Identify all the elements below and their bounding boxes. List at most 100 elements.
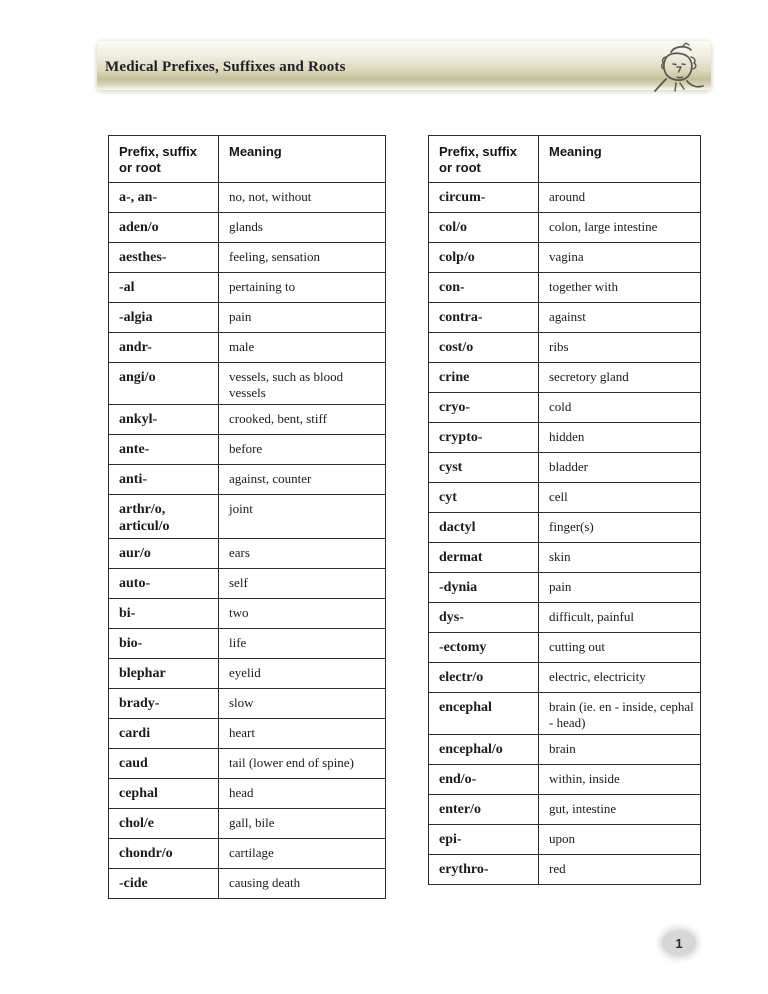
term-cell: cardi — [108, 717, 219, 749]
term-cell: circum- — [428, 182, 539, 213]
table-row: auto-self — [108, 567, 386, 599]
table-row: angi/o vessels, such as blood vessels — [108, 362, 386, 405]
term-cell: erythro- — [428, 853, 539, 885]
meaning-cell: feeling, sensation — [218, 242, 386, 273]
meaning-cell: two — [218, 597, 386, 629]
table-row: -algia pain — [108, 302, 386, 333]
term-cell: -dynia — [428, 572, 539, 603]
table-row: a-, an-no, not, without — [108, 182, 386, 213]
meaning-cell: self — [218, 567, 386, 599]
meaning-cell: secretory gland — [538, 362, 701, 393]
meaning-cell: vagina — [538, 242, 701, 273]
term-cell: caud — [108, 747, 219, 779]
meaning-cell: colon, large intestine — [538, 212, 701, 243]
table-row: encephal brain (ie. en - inside, cephal -… — [428, 692, 701, 735]
table-row: epi-upon — [428, 823, 701, 855]
term-cell: aden/o — [108, 212, 219, 243]
meaning-cell: bladder — [538, 452, 701, 483]
table-row: circum-around — [428, 182, 701, 213]
meaning-cell: cell — [538, 482, 701, 513]
meaning-cell: slow — [218, 687, 386, 719]
term-cell: bio- — [108, 627, 219, 659]
term-cell: dactyl — [428, 512, 539, 543]
table-row: aden/o glands — [108, 212, 386, 243]
term-cell: -algia — [108, 302, 219, 333]
meaning-cell: glands — [218, 212, 386, 243]
meaning-cell: electric, electricity — [538, 662, 701, 693]
table-row: cost/o ribs — [428, 332, 701, 363]
column-header-term: Prefix, suffix or root — [428, 135, 539, 183]
term-cell: cost/o — [428, 332, 539, 363]
meaning-cell: vessels, such as blood vessels — [218, 362, 386, 405]
meaning-cell: joint — [218, 493, 386, 539]
table-row: arthr/o, articul/o joint — [108, 493, 386, 539]
table-header-row: Prefix, suffix or root Meaning — [108, 135, 386, 183]
term-cell: aesthes- — [108, 242, 219, 273]
table-row: crine secretory gland — [428, 362, 701, 393]
term-cell: aur/o — [108, 537, 219, 569]
meaning-cell: pain — [538, 572, 701, 603]
term-cell: ante- — [108, 433, 219, 465]
page-number: 1 — [675, 935, 683, 951]
meaning-cell: tail (lower end of spine) — [218, 747, 386, 779]
table-row: aesthes-feeling, sensation — [108, 242, 386, 273]
term-cell: crypto- — [428, 422, 539, 453]
term-cell: cyst — [428, 452, 539, 483]
meaning-cell: around — [538, 182, 701, 213]
meaning-cell: against, counter — [218, 463, 386, 495]
meaning-cell: red — [538, 853, 701, 885]
meaning-cell: brain — [538, 733, 701, 765]
table-row: -dynia pain — [428, 572, 701, 603]
sketched-person-face-icon — [654, 42, 704, 92]
table-row: dactyl finger(s) — [428, 512, 701, 543]
header-banner: Medical Prefixes, Suffixes and Roots — [97, 41, 711, 90]
term-cell: chondr/o — [108, 837, 219, 869]
meaning-cell: causing death — [218, 867, 386, 899]
term-cell: col/o — [428, 212, 539, 243]
prefix-table-right: Prefix, suffix or root Meaning circum-ar… — [428, 135, 701, 885]
meaning-cell: gut, intestine — [538, 793, 701, 825]
meaning-cell: before — [218, 433, 386, 465]
table-row: brady-slow — [108, 687, 386, 719]
term-cell: cryo- — [428, 392, 539, 423]
table-row: cephal head — [108, 777, 386, 809]
table-row: caud tail (lower end of spine) — [108, 747, 386, 779]
meaning-cell: head — [218, 777, 386, 809]
term-cell: electr/o — [428, 662, 539, 693]
term-cell: enter/o — [428, 793, 539, 825]
table-row: electr/o electric, electricity — [428, 662, 701, 693]
table-row: chondr/o cartilage — [108, 837, 386, 869]
term-cell: encephal — [428, 692, 539, 735]
term-cell: ankyl- — [108, 403, 219, 435]
term-cell: arthr/o, articul/o — [108, 493, 219, 539]
table-row: cyst bladder — [428, 452, 701, 483]
table-row: end/o-within, inside — [428, 763, 701, 795]
meaning-cell: skin — [538, 542, 701, 573]
meaning-cell: against — [538, 302, 701, 333]
term-cell: auto- — [108, 567, 219, 599]
term-cell: andr- — [108, 332, 219, 363]
table-row: cyt cell — [428, 482, 701, 513]
meaning-cell: within, inside — [538, 763, 701, 795]
term-cell: anti- — [108, 463, 219, 495]
term-cell: bi- — [108, 597, 219, 629]
term-cell: a-, an- — [108, 182, 219, 213]
table-row: enter/o gut, intestine — [428, 793, 701, 825]
table-row: bi-two — [108, 597, 386, 629]
term-cell: dys- — [428, 602, 539, 633]
table-row: aur/o ears — [108, 537, 386, 569]
prefix-table-left: Prefix, suffix or root Meaning a-, an-no… — [108, 135, 386, 899]
meaning-cell: together with — [538, 272, 701, 303]
table-row: colp/o vagina — [428, 242, 701, 273]
meaning-cell: crooked, bent, stiff — [218, 403, 386, 435]
term-cell: chol/e — [108, 807, 219, 839]
term-cell: contra- — [428, 302, 539, 333]
meaning-cell: life — [218, 627, 386, 659]
term-cell: epi- — [428, 823, 539, 855]
column-header-meaning: Meaning — [538, 135, 701, 183]
term-cell: end/o- — [428, 763, 539, 795]
table-row: dermat skin — [428, 542, 701, 573]
table-row: ankyl-crooked, bent, stiff — [108, 403, 386, 435]
term-cell: brady- — [108, 687, 219, 719]
meaning-cell: heart — [218, 717, 386, 749]
